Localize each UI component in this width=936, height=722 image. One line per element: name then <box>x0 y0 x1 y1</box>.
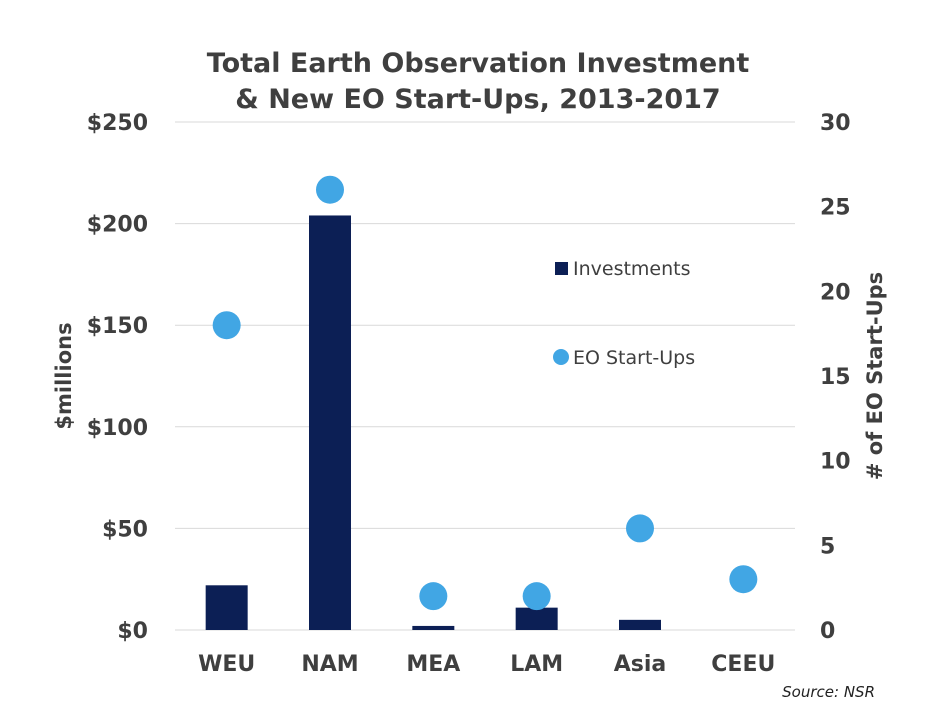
bar-investment <box>619 619 661 630</box>
category-label: Asia <box>614 652 667 677</box>
bar-investment <box>309 215 351 631</box>
bar-investment <box>205 585 248 630</box>
left-axis-ticks: $0 $50 $100 $150 $200 $250 <box>87 111 148 644</box>
source-note: Source: NSR <box>782 683 875 701</box>
y-tick-label: $100 <box>87 416 148 441</box>
category-label: CEEU <box>711 652 775 677</box>
y2-tick-label: 25 <box>820 196 851 221</box>
category-label: WEU <box>198 652 255 677</box>
y2-tick-label: 5 <box>820 534 835 559</box>
marker-startups <box>729 565 758 594</box>
y2-tick-label: 30 <box>820 111 851 136</box>
category-label: MEA <box>406 652 460 677</box>
y2-tick-label: 15 <box>820 365 851 390</box>
legend-label-investments: Investments <box>573 258 691 280</box>
y-axis-label: $millions <box>52 322 76 429</box>
y-tick-label: $50 <box>102 517 148 542</box>
bar-investment <box>515 607 558 630</box>
marker-startups <box>212 311 241 340</box>
y-tick-label: $250 <box>87 111 148 136</box>
legend: Investments EO Start-Ups <box>553 258 695 369</box>
y2-tick-label: 20 <box>820 280 851 305</box>
chart-title-line1: Total Earth Observation Investment <box>207 48 750 79</box>
category-label: LAM <box>510 652 563 677</box>
y-tick-label: $0 <box>117 619 148 644</box>
y2-tick-label: 10 <box>820 450 851 475</box>
legend-swatch-startups <box>553 349 569 365</box>
category-label: NAM <box>301 652 358 677</box>
investment-bars <box>205 215 661 631</box>
category-labels: WEU NAM MEA LAM Asia CEEU <box>198 652 775 677</box>
marker-startups <box>419 582 448 611</box>
startup-markers <box>212 175 758 611</box>
y-tick-label: $200 <box>87 213 148 238</box>
marker-startups <box>626 514 654 543</box>
marker-startups <box>316 175 344 204</box>
marker-startups <box>522 582 551 611</box>
y2-tick-label: 0 <box>820 619 835 644</box>
chart-title-line2: & New EO Start-Ups, 2013-2017 <box>235 84 720 115</box>
right-axis-ticks: 0 5 10 15 20 25 30 <box>820 111 851 644</box>
y2-axis-label: # of EO Start-Ups <box>863 272 887 480</box>
legend-swatch-investments <box>555 262 568 275</box>
gridlines <box>175 121 795 631</box>
y-tick-label: $150 <box>87 314 148 339</box>
bar-investment <box>412 625 455 630</box>
legend-label-startups: EO Start-Ups <box>573 347 695 369</box>
